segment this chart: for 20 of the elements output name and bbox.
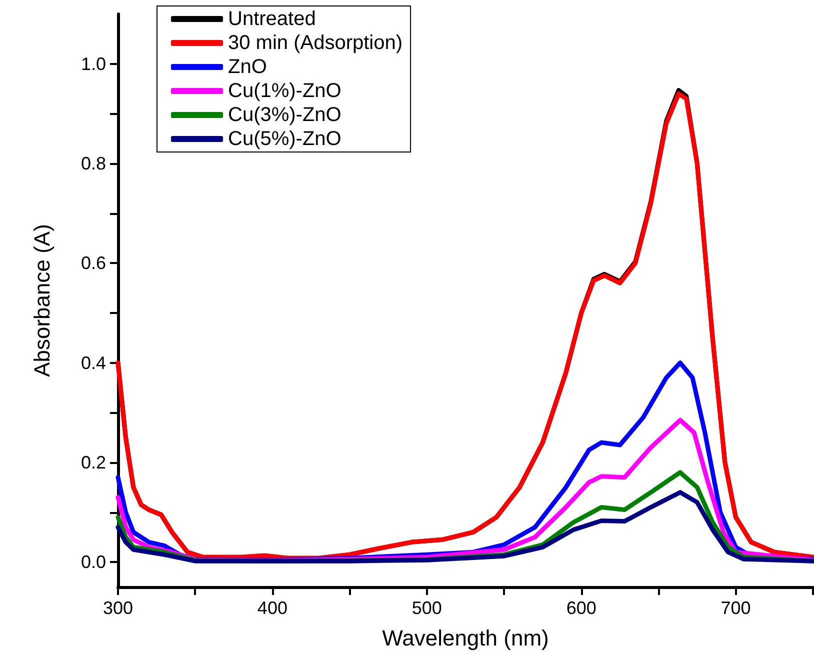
legend-label: Untreated (228, 8, 316, 30)
y-tick-label: 0.0 (80, 552, 106, 572)
legend-label: Cu(1%)-ZnO (228, 80, 342, 102)
x-tick-label: 600 (566, 598, 596, 618)
x-tick-label: 400 (257, 598, 288, 618)
x-tick-label: 300 (102, 598, 134, 618)
legend-label: 30 min (Adsorption) (228, 32, 403, 54)
legend-label: Cu(5%)-ZnO (228, 128, 342, 150)
x-tick-label: 500 (412, 598, 442, 618)
y-tick-label: 0.2 (80, 452, 106, 472)
x-tick-label: 700 (720, 598, 751, 618)
legend-label: ZnO (228, 56, 267, 78)
y-tick-label: 0.8 (80, 153, 106, 174)
y-tick-label: 0.6 (80, 253, 106, 274)
x-axis-title: Wavelength (nm) (382, 626, 549, 650)
legend-label: Cu(3%)-ZnO (228, 104, 342, 126)
y-axis-title: Absorbance (A) (30, 224, 54, 377)
y-tick-label: 0.4 (80, 352, 106, 373)
y-tick-label: 1.0 (80, 54, 106, 74)
line-series (116, 490, 814, 564)
